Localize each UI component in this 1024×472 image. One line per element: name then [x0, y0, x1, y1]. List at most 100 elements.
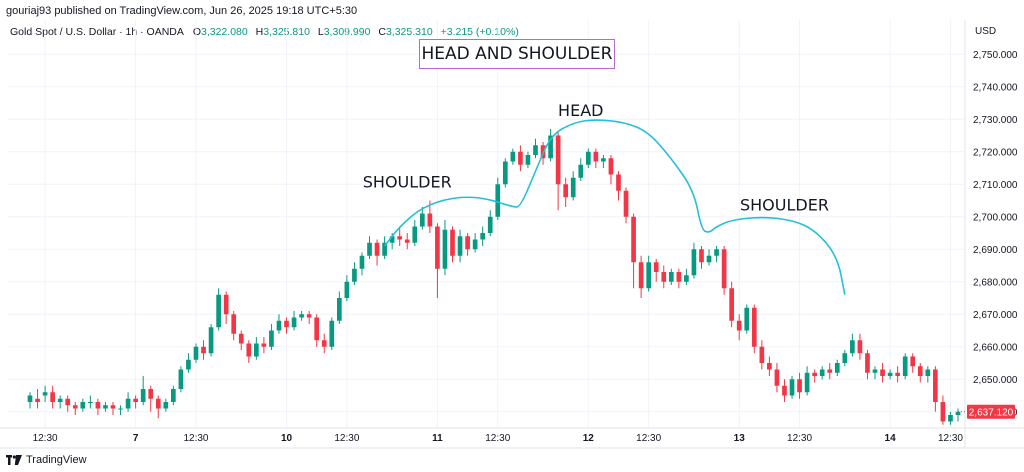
candle-body	[427, 213, 433, 227]
candle-body	[608, 158, 614, 175]
candle-body	[314, 317, 320, 341]
candle-body	[917, 366, 923, 376]
candle-body	[736, 320, 742, 331]
candle-body	[691, 249, 697, 276]
candle-body	[518, 151, 523, 165]
y-tick-label: 2,660.000	[973, 342, 1018, 353]
x-tick-label: 12	[583, 433, 595, 444]
head-shoulders-pattern-line[interactable]	[383, 119, 846, 295]
candle-body	[148, 389, 154, 399]
close-label: C	[378, 26, 386, 38]
x-tick-label: 10	[281, 433, 293, 444]
currency-label[interactable]: USD	[975, 26, 997, 37]
candle-body	[321, 340, 327, 347]
candle-body	[759, 346, 765, 363]
y-tick-label: 2,650.000	[973, 375, 1018, 386]
pattern-annotation-1[interactable]: SHOULDER	[363, 173, 452, 192]
open-value: 3,322.080	[201, 26, 248, 38]
candle-body	[616, 174, 621, 191]
pattern-annotation-2[interactable]: HEAD	[558, 101, 603, 120]
candle-body	[382, 242, 387, 256]
x-tick-label: 12:30	[938, 433, 963, 444]
candles	[27, 129, 961, 425]
current-price-badge	[967, 404, 1015, 419]
candle-body	[95, 402, 101, 409]
candle-body	[661, 272, 667, 282]
y-tick-label: 2,700.000	[973, 212, 1018, 223]
candle-body	[193, 346, 199, 360]
symbol-name[interactable]: Gold Spot / U.S. Dollar · 1h · OANDA	[10, 26, 184, 38]
candle-body	[721, 249, 727, 289]
close-value: 3,325.310	[385, 26, 433, 38]
x-tick-label: 12:30	[183, 433, 208, 444]
candle-body	[706, 255, 712, 263]
candle-body	[223, 294, 229, 315]
candle-body	[276, 320, 282, 331]
candle-body	[231, 314, 237, 334]
candle-body	[457, 236, 463, 256]
x-tick-label: 12:30	[485, 433, 510, 444]
low-label: L	[317, 26, 324, 38]
candle-body	[948, 415, 953, 422]
candle-body	[35, 398, 40, 402]
x-tick-label: 12:30	[33, 433, 58, 444]
candle-body	[797, 379, 802, 393]
candle-body	[804, 372, 810, 393]
candle-body	[570, 177, 576, 198]
candle-body	[72, 405, 78, 409]
y-tick-label: 2,690.000	[973, 245, 1018, 256]
candle-body	[269, 330, 274, 347]
candle-body	[751, 307, 757, 347]
candle-body	[638, 262, 644, 289]
candle-body	[555, 135, 561, 185]
change-value: +3.215 (+0.10%)	[440, 26, 519, 38]
candle-body	[940, 402, 946, 422]
y-tick-label: 2,720.000	[973, 147, 1018, 158]
published-line: gouriaj93 published on TradingView.com, …	[6, 5, 358, 17]
y-tick-label: 2,680.000	[973, 277, 1018, 288]
candle-body	[827, 369, 833, 373]
candle-body	[450, 229, 455, 256]
grid	[8, 20, 965, 428]
candle-body	[125, 398, 131, 409]
candle-body	[842, 353, 848, 363]
candle-body	[857, 340, 863, 354]
candle-body	[435, 226, 440, 269]
candle-body	[216, 294, 221, 328]
candle-body	[510, 151, 516, 162]
candle-body	[789, 379, 795, 396]
candle-body	[186, 359, 191, 370]
tradingview-footer[interactable]: TradingView	[6, 454, 87, 466]
candle-body	[336, 298, 342, 321]
candle-body	[767, 363, 772, 370]
candle-body	[118, 408, 123, 410]
candle-body	[714, 249, 719, 256]
candle-body	[208, 327, 214, 354]
candle-body	[367, 242, 372, 256]
tradingview-logo-icon	[6, 455, 22, 465]
candle-body	[389, 236, 395, 243]
candle-body	[155, 398, 161, 409]
x-tick-label: 12:30	[334, 433, 359, 444]
candle-body	[472, 239, 478, 250]
chart-title: HEAD AND SHOULDER	[419, 39, 615, 69]
candle-body	[487, 216, 493, 233]
candle-body	[50, 392, 55, 402]
y-tick-label: 2,670.000	[973, 310, 1018, 321]
candle-body	[412, 226, 418, 243]
y-tick-label: 2,750.000	[973, 50, 1018, 61]
x-tick-label: 12:30	[636, 433, 661, 444]
candle-body	[684, 275, 689, 282]
y-tick-label: 2,730.000	[973, 115, 1018, 126]
candle-body	[284, 320, 289, 328]
candle-body	[880, 369, 885, 376]
candle-body	[110, 405, 116, 409]
candle-body	[171, 389, 176, 402]
current-price-label: 2,637.120	[969, 407, 1014, 418]
candle-body	[601, 158, 606, 162]
candle-body	[238, 333, 244, 344]
pattern-annotation-3[interactable]: SHOULDER	[740, 195, 829, 214]
high-label: H	[255, 26, 264, 38]
candle-body	[668, 272, 674, 282]
